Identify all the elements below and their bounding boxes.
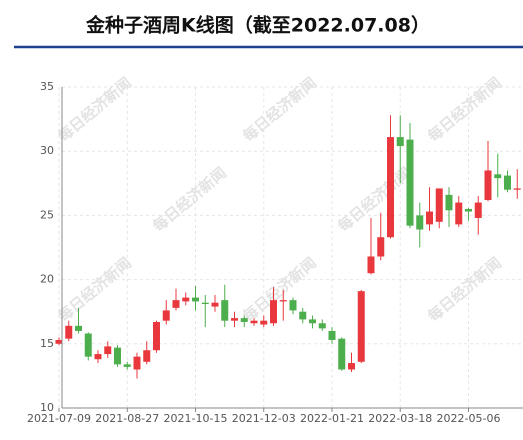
candle-body — [65, 325, 73, 339]
candle-body — [143, 350, 151, 362]
candle-body — [416, 215, 424, 230]
y-tick-label: 25 — [40, 208, 54, 221]
candle-body — [75, 325, 82, 331]
axes: 10 15 20 25 30 35 2021-07-09 2021-08-27 2021-10-… — [27, 80, 523, 425]
x-tick-label: 2021-07-09 — [27, 412, 91, 425]
candle-body — [348, 363, 355, 370]
candle-body — [221, 300, 229, 321]
candle-body — [328, 330, 336, 340]
candle-body — [396, 137, 404, 147]
x-tick-label: 2021-10-15 — [164, 412, 228, 425]
candle-body — [211, 302, 219, 307]
candle-body — [279, 300, 287, 302]
candle-body — [309, 319, 316, 324]
candle-body — [318, 323, 326, 329]
candle-body — [172, 300, 180, 308]
y-tick-label: 35 — [40, 80, 54, 93]
candle-body — [513, 188, 521, 190]
candle-body — [192, 297, 199, 302]
candle-body — [338, 338, 346, 370]
candle-body — [289, 300, 297, 311]
candle-body — [240, 318, 248, 322]
candle-body — [201, 302, 209, 304]
candle-body — [162, 310, 170, 321]
candle-body — [153, 321, 160, 351]
candle-body — [260, 320, 268, 325]
x-tick-label: 2022-03-18 — [368, 412, 432, 425]
candle-body — [435, 188, 443, 222]
grid — [58, 86, 523, 408]
candle-body — [474, 202, 482, 218]
candle-body — [231, 318, 238, 321]
candle-body — [357, 291, 365, 362]
candle-body — [465, 208, 472, 212]
candle-body — [114, 347, 121, 365]
candle-body — [494, 174, 502, 179]
chart-title: 金种子酒周K线图（截至2022.07.08） — [85, 14, 430, 37]
candle-body — [484, 170, 492, 200]
candle-body — [445, 194, 453, 211]
x-tick-label: 2022-05-06 — [437, 412, 501, 425]
candle-body — [377, 237, 385, 257]
candle-body — [182, 297, 190, 302]
candle-body — [367, 256, 375, 274]
candle-body — [426, 211, 433, 225]
x-tick-label: 2022-01-21 — [300, 412, 364, 425]
candle-body — [133, 356, 141, 370]
y-tick-label: 20 — [40, 273, 54, 286]
candle-body — [123, 364, 131, 367]
candle-body — [94, 354, 102, 360]
candle-body — [299, 311, 307, 320]
candle-body — [387, 137, 394, 238]
candle-body — [55, 339, 63, 344]
candle-body — [270, 300, 277, 324]
candle-body — [84, 333, 92, 357]
candles — [55, 115, 521, 379]
y-tick-label: 10 — [40, 401, 54, 414]
candle-body — [504, 175, 511, 190]
candle-body — [250, 320, 258, 324]
y-tick-label: 15 — [40, 337, 54, 350]
x-tick-label: 2021-12-03 — [232, 412, 296, 425]
y-tick-label: 30 — [40, 144, 54, 157]
x-tick-label: 2021-08-27 — [95, 412, 159, 425]
candle-body — [104, 346, 112, 355]
candle-body — [406, 139, 414, 226]
candle-body — [455, 202, 463, 225]
